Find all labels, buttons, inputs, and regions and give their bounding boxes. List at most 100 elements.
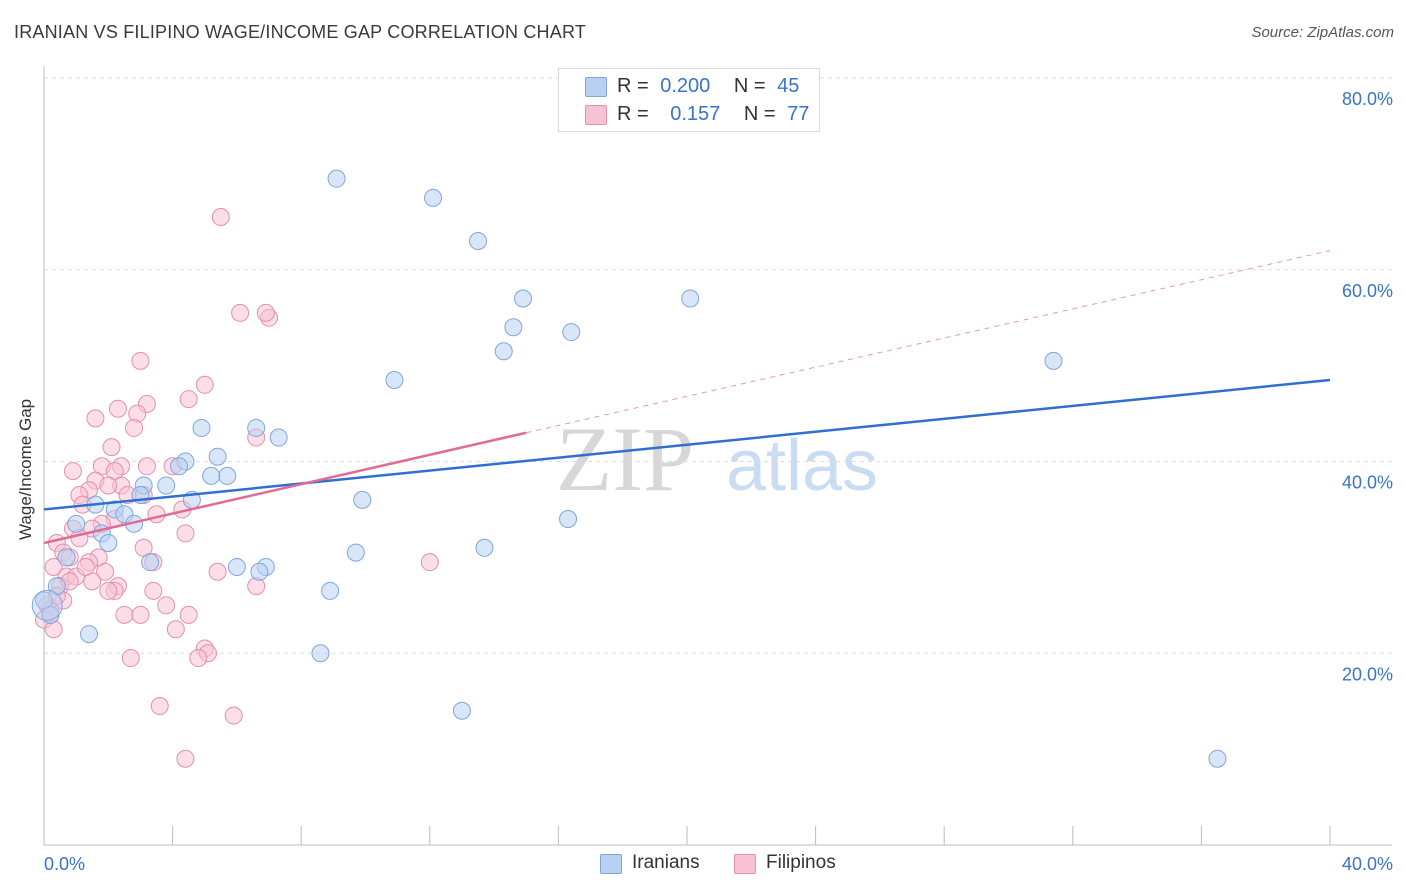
bottom-legend-swatch-iranians: [600, 854, 622, 874]
point-filipinos: [108, 399, 127, 418]
point-filipinos: [44, 557, 63, 576]
point-filipinos: [166, 620, 185, 639]
axes: [43, 66, 1392, 846]
point-iranians: [353, 490, 372, 509]
point-filipinos: [211, 208, 230, 227]
point-iranians: [47, 577, 66, 596]
point-iranians: [247, 418, 266, 437]
point-iranians: [67, 514, 86, 533]
point-filipinos: [137, 457, 156, 476]
point-cluster-iranians: [31, 589, 63, 621]
point-filipinos: [231, 303, 250, 322]
point-iranians: [99, 533, 118, 552]
point-iranians: [192, 418, 211, 437]
point-iranians: [504, 318, 523, 337]
point-filipinos: [150, 696, 169, 715]
source-note: Source: ZipAtlas.com: [1251, 24, 1394, 41]
legend-r-label: R =: [617, 75, 649, 97]
x-tick-label: 0.0%: [44, 854, 85, 874]
trend-line-iranians: [43, 378, 1331, 511]
trend-lines: [43, 250, 1331, 545]
point-filipinos: [99, 581, 118, 600]
point-filipinos: [86, 409, 105, 428]
point-iranians: [218, 466, 237, 485]
bottom-legend-label-iranians: Iranians: [632, 852, 700, 873]
legend-n-value: 45: [777, 75, 800, 97]
watermark: ZIP atlas: [556, 408, 878, 510]
point-iranians: [475, 538, 494, 557]
grid-lines: [44, 77, 1392, 654]
point-filipinos: [76, 557, 95, 576]
y-tick-label: 20.0%: [1342, 664, 1393, 684]
point-iranians: [346, 543, 365, 562]
point-filipinos: [195, 375, 214, 394]
y-tick-label: 60.0%: [1342, 281, 1393, 301]
point-iranians: [681, 289, 700, 308]
legend-text-filipinos: R = 0.157 N = 77: [617, 103, 809, 126]
point-iranians: [1208, 749, 1227, 768]
point-iranians: [559, 510, 578, 529]
point-filipinos: [102, 438, 121, 457]
data-points: [31, 169, 1227, 768]
legend-r-value: 0.157: [670, 103, 721, 125]
point-filipinos: [179, 605, 198, 624]
point-filipinos: [256, 303, 275, 322]
point-iranians: [424, 188, 443, 207]
bottom-legend-swatch-filipinos: [734, 854, 756, 874]
point-iranians: [208, 447, 227, 466]
point-filipinos: [208, 562, 227, 581]
y-axis-label: Wage/Income Gap: [16, 398, 35, 540]
point-filipinos: [99, 476, 118, 495]
point-iranians: [385, 371, 404, 390]
point-filipinos: [115, 605, 134, 624]
tick-labels: 20.0% 40.0% 60.0% 80.0% 0.0% 40.0%: [44, 89, 1393, 874]
point-iranians: [1044, 351, 1063, 370]
legend-n-label: N =: [743, 103, 776, 125]
trend-extension-filipinos: [526, 250, 1331, 434]
point-filipinos: [144, 581, 163, 600]
point-filipinos: [131, 605, 150, 624]
point-iranians: [80, 625, 99, 644]
point-iranians: [514, 289, 533, 308]
point-iranians: [227, 557, 246, 576]
correlation-legend: R = 0.200 N = 45 R = 0.157 N = 77: [558, 68, 820, 132]
x-tick-label: 40.0%: [1342, 854, 1393, 874]
legend-r-label: R =: [617, 103, 649, 125]
point-filipinos: [121, 649, 140, 668]
point-filipinos: [125, 418, 144, 437]
point-filipinos: [63, 462, 82, 481]
legend-n-value: 77: [787, 103, 810, 125]
point-iranians: [170, 457, 189, 476]
legend-r-value: 0.200: [660, 75, 711, 97]
legend-swatch-filipinos: [585, 105, 607, 125]
y-tick-label: 40.0%: [1342, 473, 1393, 493]
point-filipinos: [157, 596, 176, 615]
point-iranians: [250, 562, 269, 581]
legend-n-label: N =: [733, 75, 766, 97]
trend-line-filipinos: [43, 431, 527, 545]
point-filipinos: [179, 390, 198, 409]
chart-title: IRANIAN VS FILIPINO WAGE/INCOME GAP CORR…: [14, 22, 587, 42]
point-iranians: [269, 428, 288, 447]
point-iranians: [452, 701, 471, 720]
point-iranians: [57, 548, 76, 567]
point-iranians: [157, 476, 176, 495]
point-filipinos: [176, 524, 195, 543]
point-filipinos: [224, 706, 243, 725]
watermark-zip: ZIP: [556, 408, 694, 510]
y-tick-label: 80.0%: [1342, 89, 1393, 109]
point-iranians: [202, 466, 221, 485]
point-iranians: [327, 169, 346, 188]
point-filipinos: [420, 553, 439, 572]
legend-swatch-iranians: [585, 77, 607, 97]
point-iranians: [311, 644, 330, 663]
point-filipinos: [131, 351, 150, 370]
point-filipinos: [189, 649, 208, 668]
bottom-legend-label-filipinos: Filipinos: [766, 852, 836, 873]
point-filipinos: [147, 505, 166, 524]
point-iranians: [321, 581, 340, 600]
point-filipinos: [176, 749, 195, 768]
point-iranians: [562, 323, 581, 342]
point-filipinos: [96, 562, 115, 581]
